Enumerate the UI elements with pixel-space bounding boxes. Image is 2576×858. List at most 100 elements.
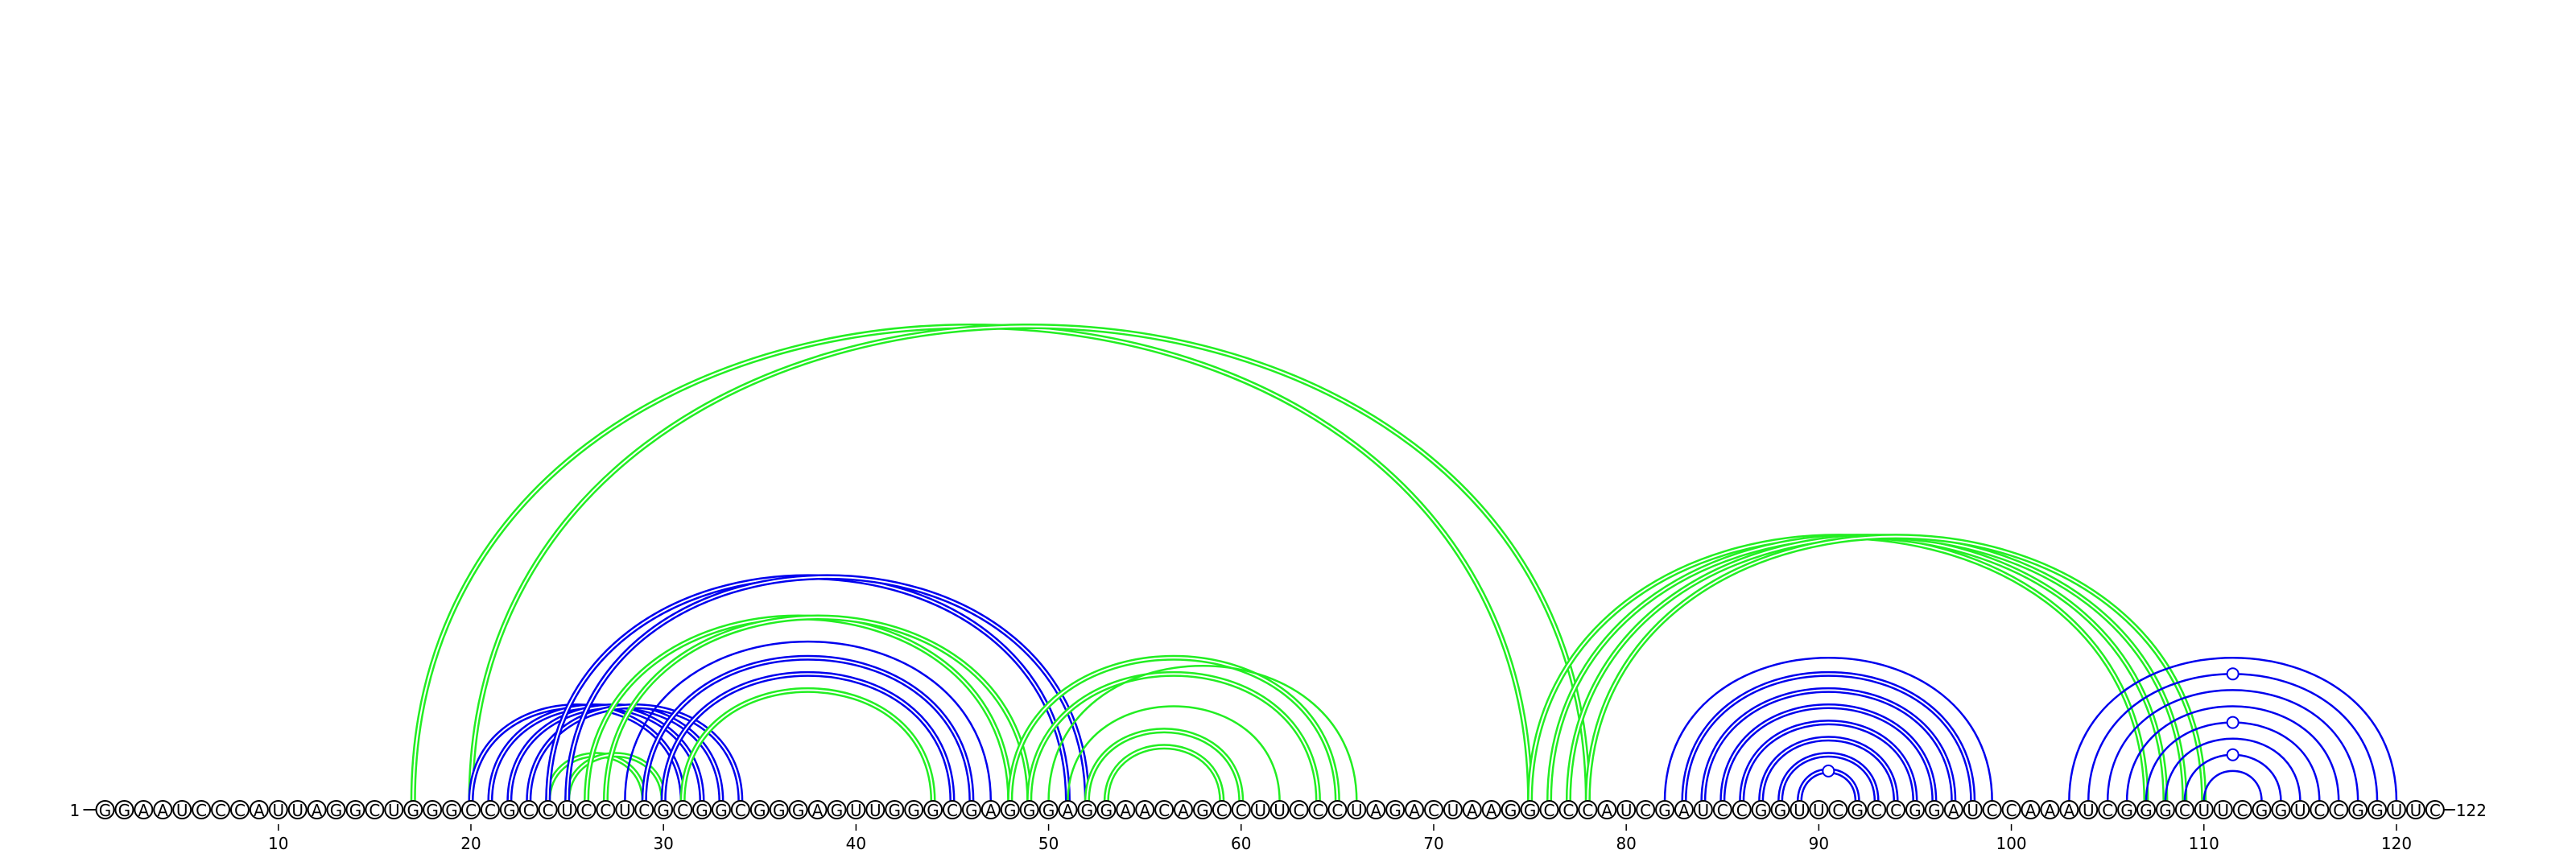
nucleotide: C [538,800,558,820]
nucleotide-letter: C [600,801,611,820]
nucleotide-circle [2021,800,2041,819]
nucleotide: A [2059,800,2079,820]
arc-inner [547,753,646,802]
nucleotide: G [1520,800,1540,820]
arc-inner [1682,673,1974,802]
nucleotide-circle [942,800,962,819]
nucleotide-letter: C [2314,801,2325,820]
nucleotide-circle [1250,800,1270,819]
nucleotide: A [1116,800,1136,820]
base-pair-arc-51-62 [1067,705,1281,802]
arc-inner [1721,705,1935,802]
nucleotide-letter: A [1601,801,1612,820]
nucleotide-circle [1693,800,1713,819]
base-pair-arc-108-115 [2164,737,2301,802]
nucleotide-circle [384,800,404,819]
nucleotide-letter: C [1736,801,1748,820]
end-position-label: 122 [2456,801,2487,820]
nucleotide-circle [1674,800,1694,819]
axis-tick: 40 [846,824,866,853]
nucleotide-letter: A [1370,801,1381,820]
nucleotide-letter: C [1563,801,1574,820]
nucleotide-circle [2368,800,2388,819]
nucleotide: C [1982,800,2002,820]
nucleotide-letter: C [1236,801,1247,820]
nucleotide-circle [2348,800,2368,819]
nucleotide: C [1828,800,1848,820]
nucleotide-circle [2174,800,2194,819]
nucleotide-circle [1077,800,1097,819]
base-pair-arc-31-44 [679,687,936,802]
nucleotide: U [1269,800,1290,820]
arc-outer [1084,728,1245,802]
nucleotide-letter: U [2410,801,2422,820]
nucleotide-letter: C [523,801,535,820]
nucleotide-letter: G [1081,801,1094,820]
nucleotide-letter: A [2025,801,2037,820]
nucleotide-letter: G [1928,801,1941,820]
nucleotide: G [2271,800,2291,820]
nucleotide: C [1327,800,1348,820]
nucleotide-circle [134,800,154,819]
nucleotide-circle [1366,800,1386,819]
sequence-ends: 1 122 [70,801,2487,820]
arc-inner [1105,745,1223,802]
nucleotide-letter: G [1505,801,1517,820]
nucleotide-circle [192,800,212,819]
nucleotide: A [1674,800,1694,820]
nucleotide: C [2174,800,2194,820]
nucleotide: U [2405,800,2425,820]
nucleotide: G [326,800,346,820]
nucleotide-circle [846,800,866,819]
nucleotide-letter: C [2102,801,2113,820]
nucleotide-letter: C [1582,801,1593,820]
nucleotide: C [1308,800,1328,820]
nucleotide-letter: A [312,801,323,820]
nucleotide: C [1539,800,1559,820]
nucleotide: U [1443,800,1463,820]
tick-label: 70 [1423,834,1443,853]
nucleotide: U [865,800,886,820]
nucleotide-circle [730,800,750,819]
arc-apex-marker [2226,748,2240,761]
base-pair-arc-83-98 [1681,670,1976,802]
nucleotide-circle [1943,800,1963,819]
arc-outer [1026,670,1321,802]
nucleotide-letter: G [407,801,419,820]
nucleotide-letter: C [1717,801,1728,820]
base-pair-arc-30-45 [660,670,956,802]
nucleotide-circle [499,800,519,819]
nucleotide: A [153,800,173,820]
arc-stroke [2125,705,2340,802]
nucleotide-letter: G [1909,801,1922,820]
nucleotide: C [518,800,539,820]
nucleotide-letter: C [465,801,477,820]
nucleotide: U [2194,800,2214,820]
base-pair-arc-50-66 [1047,665,1358,802]
tick-label: 90 [1809,834,1829,853]
tick-label: 50 [1038,834,1059,853]
nucleotide-letter: C [2006,801,2017,820]
base-pair-arc-110-113 [2202,769,2263,802]
nucleotide-circle [634,800,654,819]
base-pair-arcs [410,324,2398,802]
nucleotide: C [1867,800,1887,820]
arc-stroke [1663,657,1993,802]
nucleotide: A [307,800,327,820]
nucleotide: U [1347,800,1367,820]
axis-tick: 50 [1038,824,1059,853]
arc-outer [1739,720,1918,802]
nucleotide-circle [114,800,134,819]
axis-tick: 10 [268,824,289,853]
arc-outer [1565,534,2188,802]
nucleotide-circle [1269,800,1290,819]
nucleotide: G [923,800,943,820]
nucleotide: C [2232,800,2252,820]
base-pair-arc-103-120 [2068,657,2398,802]
nucleotide: C [460,800,481,820]
nucleotide-circle [423,800,443,819]
nucleotide-letter: G [503,801,516,820]
nucleotide-circle [1636,800,1656,819]
nucleotide: U [557,800,577,820]
axis-tick: 90 [1809,824,1829,853]
